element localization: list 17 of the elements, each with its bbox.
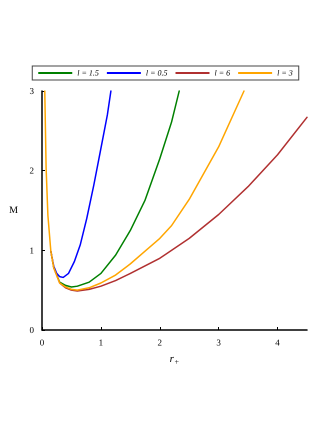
- x-tick-label: 2: [158, 338, 162, 348]
- y-tick-label: 2: [30, 166, 34, 176]
- y-axis-title: M: [9, 205, 18, 216]
- y-tick-label: 0: [30, 325, 34, 335]
- line-series: [44, 90, 245, 291]
- x-tick-label: 4: [275, 338, 280, 348]
- legend-label: l = 1.5: [77, 68, 99, 78]
- x-tick-label: 3: [216, 338, 222, 348]
- y-tick-label: 1: [30, 245, 34, 256]
- x-tick-label: 0: [40, 338, 45, 348]
- y-tick-label: 3: [30, 86, 34, 96]
- legend-label: l = 3: [277, 68, 293, 78]
- legend-label: l = 6: [214, 68, 230, 78]
- legend-label: l = 0.5: [146, 68, 168, 78]
- x-tick-label: 1: [98, 338, 104, 348]
- x-axis-title: r+: [170, 353, 180, 366]
- line-series: [50, 90, 112, 278]
